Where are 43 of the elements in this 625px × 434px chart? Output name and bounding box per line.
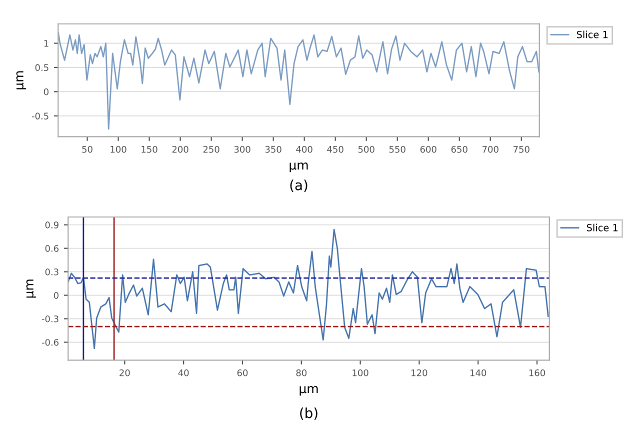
- y-tick-label: 0.3: [45, 268, 58, 276]
- x-tick-label: 600: [420, 146, 436, 153]
- x-tick-label: 400: [296, 146, 312, 153]
- y-tick-label: -0.3: [42, 315, 58, 322]
- y-tick-label: -0.6: [42, 338, 59, 346]
- x-tick-label: 200: [172, 146, 188, 153]
- y-axis-title: µm: [26, 280, 36, 298]
- y-tick-label: 0: [54, 292, 58, 299]
- x-tick-label: 50: [82, 146, 92, 153]
- y-tick-label: 0.9: [45, 222, 58, 228]
- x-tick-label: 350: [265, 146, 282, 153]
- y-tick-label: 0: [44, 88, 48, 96]
- x-tick-label: 300: [234, 146, 250, 153]
- x-tick-label: 750: [514, 146, 530, 153]
- x-tick-label: 100: [352, 369, 368, 376]
- x-tick-label: 700: [482, 146, 498, 153]
- x-tick-label: 80: [296, 369, 307, 376]
- x-tick-label: 160: [529, 369, 546, 376]
- y-tick-label: 1: [44, 40, 48, 47]
- x-tick-label: 450: [327, 146, 344, 153]
- text: (b): [300, 407, 318, 420]
- x-tick-label: 500: [358, 146, 374, 153]
- y-tick-label: 0.6: [45, 245, 59, 252]
- x-tick-label: 120: [412, 369, 428, 376]
- y-tick-label: 0.5: [35, 64, 48, 72]
- legend-label: Slice 1: [576, 30, 608, 38]
- x-axis-title: µm: [290, 162, 308, 172]
- x-tick-label: 550: [389, 146, 406, 153]
- line-series: [68, 228, 549, 350]
- x-tick-label: 20: [120, 369, 130, 376]
- line-series: [58, 32, 540, 130]
- x-axis-title: µm: [300, 386, 318, 396]
- x-tick-label: 650: [451, 146, 468, 153]
- y-axis-title: µm: [16, 71, 26, 90]
- x-tick-label: 140: [470, 369, 486, 376]
- text: (a): [290, 180, 308, 192]
- legend-label: Slice 1: [586, 224, 618, 232]
- x-tick-label: 250: [203, 146, 220, 153]
- x-tick-label: 100: [110, 146, 126, 153]
- x-tick-label: 150: [142, 146, 158, 153]
- y-tick-label: -0.5: [32, 112, 48, 120]
- x-tick-label: 60: [237, 369, 248, 376]
- x-tick-label: 40: [178, 369, 189, 376]
